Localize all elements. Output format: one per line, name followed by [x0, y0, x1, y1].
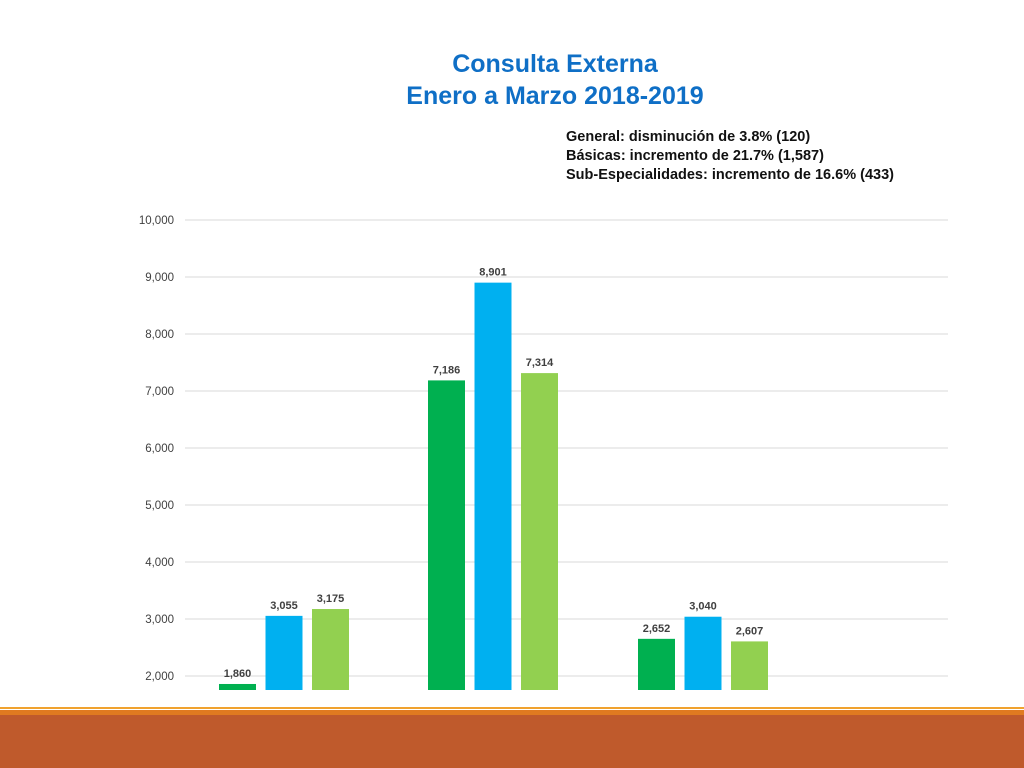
data-label: 8,901: [479, 267, 507, 279]
y-tick-label: 3,000: [145, 614, 174, 626]
note-basicas: Básicas: incremento de 21.7% (1,587): [566, 148, 824, 164]
note-subespecialidades: Sub-Especialidades: incremento de 16.6% …: [566, 167, 894, 183]
y-tick-label: 2,000: [145, 671, 174, 683]
bar: [731, 641, 768, 690]
y-tick-label: 5,000: [145, 500, 174, 512]
y-tick-label: 4,000: [145, 557, 174, 569]
y-tick-label: 7,000: [145, 386, 174, 398]
data-label: 1,860: [224, 668, 252, 680]
bar: [219, 683, 256, 690]
summary-notes: General: disminución de 3.8% (120) Básic…: [566, 128, 894, 185]
bar: [312, 609, 349, 690]
y-axis-ticks: 2,000 3,000 4,000 5,000 6,000 7,000 8,000 9,000…: [139, 215, 174, 683]
gridlines: [185, 219, 948, 677]
chart-subtitle: Enero a Marzo 2018-2019: [406, 82, 704, 110]
y-tick-label: 9,000: [145, 272, 174, 284]
data-labels: 1,860 7,186 2,652 3,055 8,901 3,040 3,175 7,314…: [224, 267, 764, 680]
data-label: 7,314: [526, 357, 554, 369]
y-tick-label: 6,000: [145, 443, 174, 455]
data-label: 3,055: [270, 600, 298, 612]
data-label: 7,186: [433, 364, 461, 376]
footer-band: [0, 715, 1024, 768]
footer-rule: [0, 710, 1024, 715]
bar: [428, 380, 465, 690]
data-label: 3,175: [317, 593, 345, 605]
data-label: 3,040: [689, 601, 717, 613]
y-tick-label: 10,000: [139, 215, 174, 227]
bar: [684, 616, 722, 690]
footer-rule-thin: [0, 707, 1024, 709]
data-label: 2,652: [643, 623, 671, 635]
bar: [265, 615, 303, 690]
bar: [638, 638, 675, 690]
chart-title: Consulta Externa: [452, 50, 658, 78]
y-tick-label: 8,000: [145, 329, 174, 341]
bar: [521, 373, 558, 690]
data-label: 2,607: [736, 625, 764, 637]
note-general: General: disminución de 3.8% (120): [566, 129, 811, 145]
bar: [474, 282, 512, 690]
bars: [219, 282, 768, 690]
